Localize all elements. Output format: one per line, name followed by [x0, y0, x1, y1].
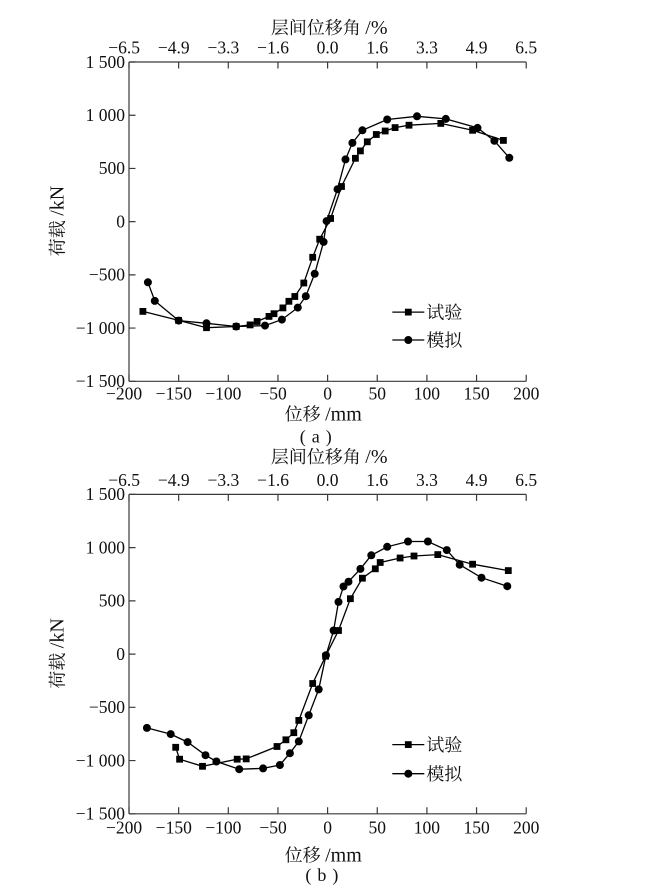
svg-text:100: 100 [414, 817, 441, 837]
svg-text:50: 50 [269, 384, 287, 404]
svg-text:4.9: 4.9 [466, 38, 488, 58]
svg-text:−500: −500 [89, 265, 125, 285]
svg-text:−1 000: −1 000 [76, 750, 125, 770]
svg-text:( b ): ( b ) [305, 865, 338, 886]
svg-text:150: 150 [166, 384, 193, 404]
svg-text:−: − [257, 470, 267, 490]
svg-text:/%: /% [365, 17, 387, 39]
svg-text:1.6: 1.6 [267, 470, 289, 490]
svg-text:/kN: /kN [47, 186, 69, 216]
svg-text:200: 200 [116, 817, 143, 837]
svg-text:−: − [208, 470, 218, 490]
svg-text:150: 150 [166, 817, 193, 837]
svg-text:6.5: 6.5 [118, 38, 140, 58]
svg-text:−: − [108, 38, 118, 58]
svg-text:−: − [259, 817, 269, 837]
svg-text:−: − [156, 384, 166, 404]
svg-text:−: − [205, 384, 215, 404]
svg-text:/kN: /kN [47, 618, 69, 648]
svg-text:50: 50 [368, 817, 386, 837]
svg-text:150: 150 [463, 384, 490, 404]
svg-text:6.5: 6.5 [118, 470, 140, 490]
svg-text:0.0: 0.0 [317, 470, 339, 490]
svg-text:4.9: 4.9 [168, 38, 190, 58]
svg-text:/%: /% [365, 446, 387, 468]
svg-text:0: 0 [323, 384, 332, 404]
svg-text:1.6: 1.6 [366, 470, 388, 490]
svg-text:−: − [106, 384, 116, 404]
svg-text:0: 0 [116, 212, 125, 232]
svg-text:−: − [205, 817, 215, 837]
svg-text:1 000: 1 000 [86, 537, 126, 557]
svg-text:1 000: 1 000 [86, 105, 126, 125]
svg-text:500: 500 [99, 158, 126, 178]
svg-text:−: − [106, 817, 116, 837]
svg-text:−: − [259, 384, 269, 404]
svg-text:/mm: /mm [325, 403, 362, 425]
svg-text:1 500: 1 500 [86, 484, 126, 504]
svg-text:3.3: 3.3 [217, 470, 239, 490]
svg-text:50: 50 [269, 817, 287, 837]
svg-text:6.5: 6.5 [515, 470, 537, 490]
svg-text:100: 100 [215, 384, 242, 404]
svg-text:50: 50 [368, 384, 386, 404]
svg-text:( a ): ( a ) [300, 426, 332, 447]
svg-text:100: 100 [215, 817, 242, 837]
svg-text:−1 500: −1 500 [76, 804, 125, 824]
svg-text:1 500: 1 500 [86, 52, 126, 72]
svg-text:1.6: 1.6 [366, 38, 388, 58]
svg-text:/mm: /mm [325, 844, 362, 866]
svg-text:3.3: 3.3 [217, 38, 239, 58]
svg-text:500: 500 [99, 591, 126, 611]
svg-text:0: 0 [323, 817, 332, 837]
svg-text:3.3: 3.3 [416, 470, 438, 490]
svg-text:4.9: 4.9 [466, 470, 488, 490]
svg-text:−: − [156, 817, 166, 837]
svg-text:0.0: 0.0 [317, 38, 339, 58]
svg-text:6.5: 6.5 [515, 38, 537, 58]
svg-text:−1 500: −1 500 [76, 371, 125, 391]
svg-text:3.3: 3.3 [416, 38, 438, 58]
svg-text:−: − [108, 470, 118, 490]
svg-text:100: 100 [414, 384, 441, 404]
svg-text:−: − [208, 38, 218, 58]
svg-text:−1 000: −1 000 [76, 318, 125, 338]
svg-text:−: − [257, 38, 267, 58]
svg-text:150: 150 [463, 817, 490, 837]
svg-text:200: 200 [513, 817, 540, 837]
svg-text:4.9: 4.9 [168, 470, 190, 490]
svg-text:−500: −500 [89, 697, 125, 717]
svg-text:−: − [158, 470, 168, 490]
svg-text:200: 200 [116, 384, 143, 404]
svg-text:200: 200 [513, 384, 540, 404]
svg-text:1.6: 1.6 [267, 38, 289, 58]
svg-text:−: − [158, 38, 168, 58]
svg-text:0: 0 [116, 644, 125, 664]
